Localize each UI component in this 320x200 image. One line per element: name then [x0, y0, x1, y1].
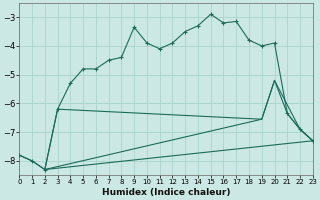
X-axis label: Humidex (Indice chaleur): Humidex (Indice chaleur): [102, 188, 230, 197]
